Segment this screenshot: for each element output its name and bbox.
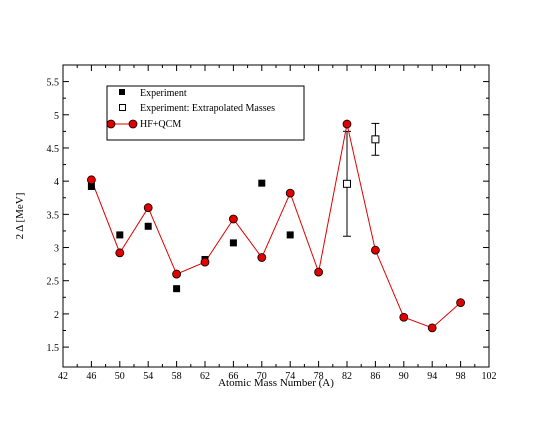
hf-qcm-point [257,253,267,262]
hf-qcm-point [370,245,380,255]
x-axis-ticks: 42 46 50 54 58 62 66 70 74 78 82 86 90 94 98 102 [58,65,497,382]
extrapolated-point [371,135,380,144]
legend-marker-hfqcm-right [128,119,138,129]
hf-qcm-point [456,298,466,308]
x-tick-label: 50 [115,371,125,382]
y-tick-label: 5.5 [47,78,60,89]
x-tick-label: 46 [86,371,96,382]
hf-qcm-point [228,214,238,224]
legend-box [106,85,305,141]
y-tick-label: 4 [54,177,59,188]
x-tick-label: 62 [200,371,210,382]
y-tick-label: 5 [54,111,59,122]
hf-qcm-point [87,175,96,185]
hf-qcm-point [200,257,210,267]
x-tick-label: 58 [172,371,182,382]
y-tick-label: 3 [54,244,59,255]
hf-qcm-point [342,119,352,129]
y-tick-label: 2.5 [47,277,60,288]
legend-marker-experiment [119,89,125,95]
legend-marker-extrapolated [119,104,126,111]
hf-qcm-point [314,267,324,277]
legend-marker-hfqcm-left [106,119,116,129]
experiment-point [173,285,181,293]
legend: Experiment Experiment: Extrapolated Mass… [106,85,305,141]
x-tick-label: 74 [285,371,295,382]
hf-qcm-point [427,323,437,333]
experiment-point [144,222,152,230]
hf-qcm-line-layer [90,123,461,329]
y-tick-label: 4.5 [47,144,60,155]
x-tick-label: 42 [58,371,68,382]
x-tick-label: 86 [370,371,380,382]
legend-label-hfqcm: HF+QCM [140,119,181,130]
hf-qcm-line [90,123,461,329]
data-marks [87,119,466,333]
y-axis-label: 2 Δ [MeV] [14,193,26,240]
experiment-point [258,179,266,187]
legend-label-experiment: Experiment [140,88,187,99]
extrapolated-point [343,179,351,188]
x-tick-label: 90 [399,371,409,382]
hf-qcm-point [115,248,125,258]
legend-label-extrapolated: Experiment: Extrapolated Masses [140,103,275,114]
y-tick-label: 2 [54,310,59,321]
experiment-point [116,231,124,239]
experiment-point [286,231,294,239]
x-tick-label: 82 [342,371,352,382]
x-tick-label: 94 [427,371,437,382]
x-tick-label: 54 [143,371,153,382]
x-tick-label: 98 [456,371,466,382]
hf-qcm-point [285,188,295,198]
hf-qcm-point [143,203,153,213]
x-axis-label: Atomic Mass Number (A) [218,377,334,389]
x-tick-label: 78 [314,371,324,382]
experiment-point [87,182,95,190]
experiment-point [229,239,237,247]
hf-qcm-point [172,269,182,279]
x-tick-label: 70 [257,371,267,382]
hf-qcm-point [399,312,409,322]
x-tick-label: 66 [228,371,238,382]
y-tick-label: 3.5 [47,210,60,221]
x-tick-label: 102 [482,371,497,382]
y-axis-ticks: 1.5 2 2.5 3 3.5 4 4.5 5 5.5 [47,64,489,354]
y-tick-label: 1.5 [47,343,60,354]
